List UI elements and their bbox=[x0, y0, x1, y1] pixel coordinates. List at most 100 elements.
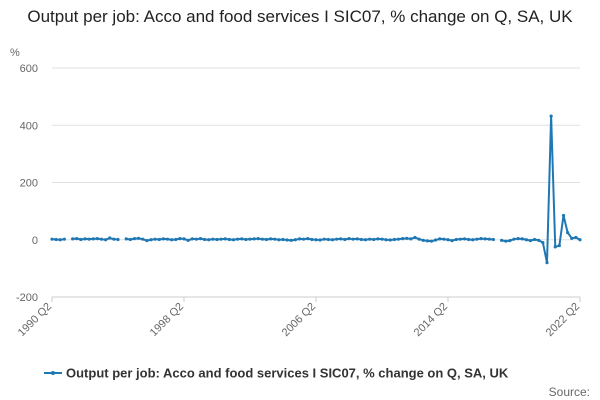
point bbox=[467, 237, 471, 242]
point bbox=[479, 237, 483, 241]
point bbox=[339, 237, 343, 241]
point bbox=[302, 237, 306, 241]
point bbox=[454, 237, 458, 242]
x-tick-label: 2022 Q2 bbox=[544, 301, 582, 339]
point bbox=[553, 245, 557, 249]
point bbox=[483, 237, 487, 241]
point bbox=[508, 239, 512, 243]
point bbox=[351, 237, 355, 241]
point bbox=[504, 239, 508, 243]
point bbox=[335, 237, 339, 241]
point bbox=[405, 236, 409, 240]
point bbox=[83, 237, 87, 241]
point bbox=[207, 238, 211, 242]
point bbox=[512, 237, 516, 241]
x-tick-label: 1990 Q2 bbox=[16, 301, 54, 339]
point bbox=[157, 237, 161, 242]
point bbox=[112, 237, 116, 241]
point bbox=[520, 237, 524, 241]
point bbox=[462, 237, 467, 241]
point bbox=[347, 237, 351, 241]
point bbox=[524, 238, 528, 242]
point bbox=[306, 237, 310, 241]
point bbox=[58, 238, 62, 242]
point bbox=[203, 237, 207, 242]
point bbox=[211, 237, 215, 241]
point bbox=[388, 238, 392, 242]
legend-marker bbox=[51, 371, 55, 375]
point bbox=[578, 238, 582, 242]
point bbox=[372, 237, 376, 242]
point bbox=[310, 237, 314, 242]
point bbox=[260, 237, 264, 241]
y-tick-label: 0 bbox=[32, 235, 38, 247]
point bbox=[434, 238, 438, 242]
point bbox=[380, 237, 384, 241]
point bbox=[223, 237, 227, 241]
point bbox=[178, 237, 182, 241]
point bbox=[174, 237, 178, 242]
point bbox=[227, 237, 231, 242]
point bbox=[491, 237, 495, 242]
point bbox=[215, 237, 219, 242]
point bbox=[54, 237, 58, 242]
point bbox=[376, 237, 380, 241]
point bbox=[326, 237, 330, 242]
series-line bbox=[51, 116, 581, 263]
x-tick-label: 1998 Q2 bbox=[148, 301, 186, 339]
point bbox=[256, 237, 260, 241]
point bbox=[124, 237, 128, 241]
point bbox=[128, 237, 132, 242]
point bbox=[182, 237, 186, 241]
point bbox=[355, 237, 359, 241]
point bbox=[285, 238, 289, 242]
point bbox=[384, 238, 388, 242]
point bbox=[574, 235, 578, 240]
point bbox=[438, 237, 442, 241]
point bbox=[190, 237, 194, 241]
point bbox=[289, 238, 293, 242]
point bbox=[252, 237, 256, 241]
point bbox=[194, 237, 198, 241]
point bbox=[561, 213, 566, 218]
point bbox=[442, 237, 446, 241]
point bbox=[161, 237, 165, 241]
point bbox=[248, 237, 252, 241]
y-tick-label: 400 bbox=[20, 120, 38, 132]
point bbox=[425, 239, 429, 243]
point bbox=[273, 237, 277, 241]
point bbox=[231, 238, 236, 242]
point bbox=[330, 238, 335, 242]
point bbox=[281, 237, 285, 242]
point bbox=[528, 239, 533, 243]
point bbox=[450, 239, 454, 243]
point bbox=[322, 237, 326, 241]
point bbox=[79, 237, 83, 242]
legend-label: Output per job: Acco and food services I… bbox=[66, 366, 509, 381]
point bbox=[557, 243, 561, 248]
point bbox=[244, 237, 248, 242]
point bbox=[186, 238, 190, 242]
point bbox=[165, 237, 170, 241]
point bbox=[198, 237, 203, 241]
point bbox=[396, 237, 401, 241]
x-tick-label: 2006 Q2 bbox=[280, 301, 318, 339]
point bbox=[471, 238, 475, 242]
point bbox=[359, 237, 363, 242]
point bbox=[108, 236, 112, 240]
x-tick-label: 2014 Q2 bbox=[412, 301, 450, 339]
y-tick-label: 200 bbox=[20, 178, 38, 190]
point bbox=[219, 237, 223, 241]
point bbox=[475, 237, 479, 241]
y-tick-label: 600 bbox=[20, 63, 38, 75]
point bbox=[236, 237, 240, 241]
point bbox=[318, 238, 322, 242]
point bbox=[500, 238, 504, 242]
y-tick-label: -200 bbox=[16, 292, 38, 304]
point bbox=[116, 237, 120, 242]
chart-title: Output per job: Acco and food services I… bbox=[27, 7, 573, 26]
point bbox=[137, 236, 141, 240]
point bbox=[149, 238, 153, 242]
point bbox=[91, 237, 95, 241]
